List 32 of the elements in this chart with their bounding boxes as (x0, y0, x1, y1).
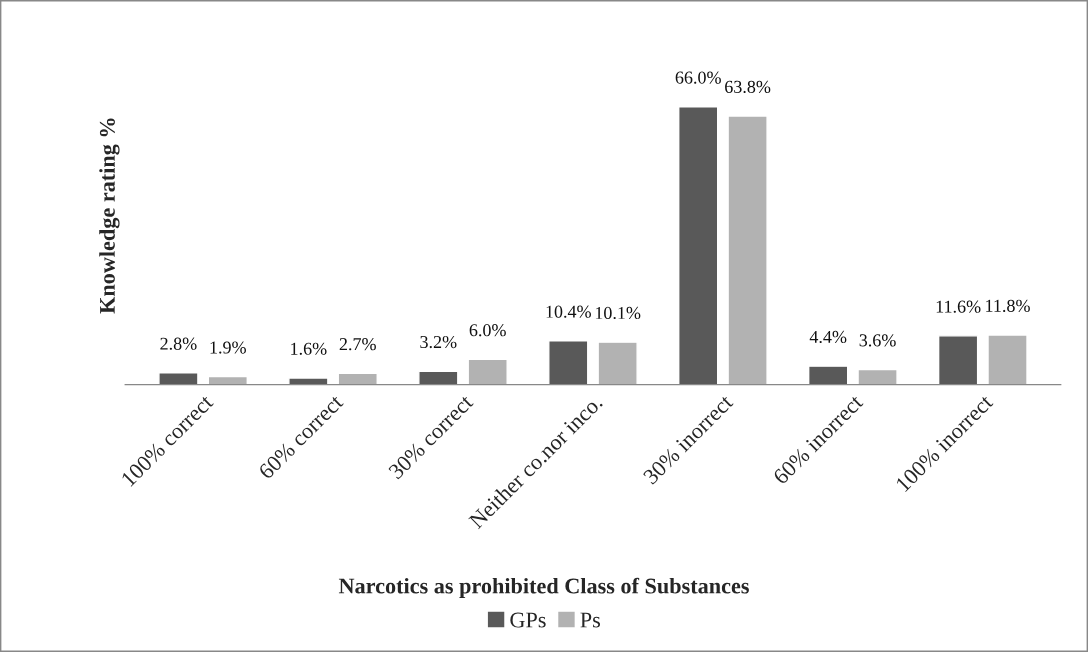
data-label: 11.8% (986, 299, 1030, 312)
data-label: 1.9% (210, 341, 246, 354)
data-label: 1.6% (291, 342, 327, 355)
bar (597, 341, 638, 385)
bar (678, 106, 719, 385)
bar (337, 372, 378, 385)
data-label: 3.2% (420, 335, 457, 349)
x-axis-title: Narcotics as prohibited Class of Substances (338, 577, 749, 599)
data-label: 11.6% (936, 300, 981, 313)
bar (987, 334, 1028, 385)
bar (288, 377, 329, 385)
y-axis-title: Knowledge rating % (99, 118, 120, 314)
data-label: 66.0% (675, 71, 721, 84)
data-label: 10.1% (595, 306, 641, 320)
legend-label: GPs (510, 612, 546, 628)
data-label: 3.6% (859, 334, 896, 347)
data-label: 6.0% (469, 324, 506, 337)
data-label: 10.4% (546, 305, 591, 318)
bar (158, 372, 199, 385)
data-label: 2.7% (339, 338, 376, 351)
bar (937, 335, 979, 385)
bar (548, 340, 589, 385)
bar (857, 368, 898, 385)
data-label: 4.4% (809, 330, 847, 344)
legend-label: Ps (580, 612, 600, 628)
bar (207, 375, 248, 385)
bar (807, 365, 849, 385)
data-label: 2.8% (160, 337, 197, 350)
bar (467, 358, 508, 385)
data-label: 63.8% (725, 80, 771, 94)
bar (418, 370, 459, 385)
bar (727, 115, 768, 385)
